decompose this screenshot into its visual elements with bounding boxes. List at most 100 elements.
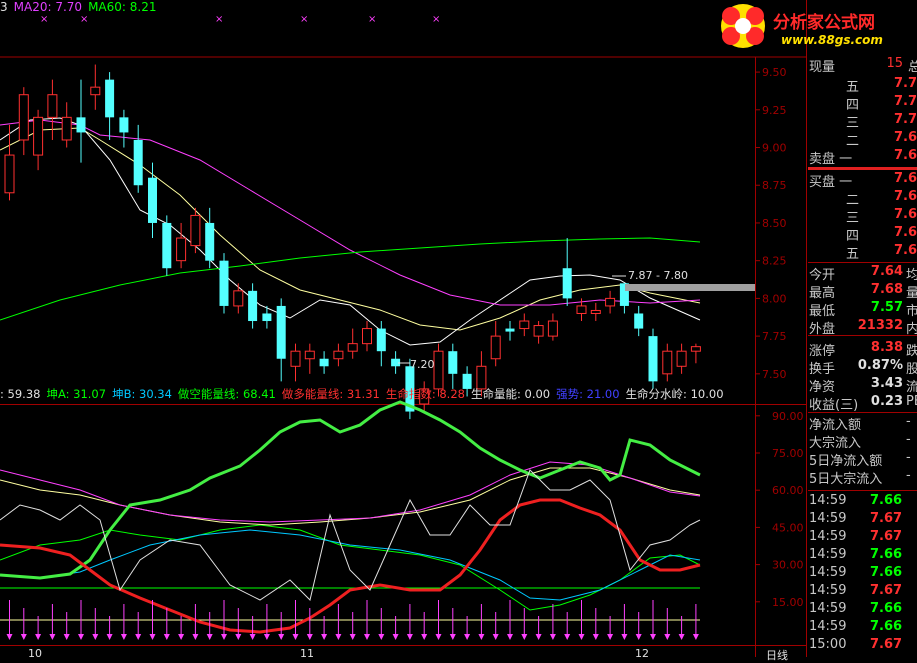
indicator-tick-label: 75.00 <box>772 447 804 460</box>
candlestick-series <box>4 64 701 420</box>
tick-time: 14:59 <box>809 583 847 598</box>
indicator-legend-item: 生命指数: 8.28 <box>385 387 465 401</box>
top-marker: × <box>215 14 223 25</box>
candle <box>391 351 401 374</box>
bid-row: 五 7.6 <box>808 243 917 262</box>
ma-clipped-label: 3 <box>0 0 8 14</box>
candle <box>148 162 157 239</box>
price-tick-label: 9.00 <box>762 142 787 155</box>
tick-time: 14:59 <box>809 547 847 562</box>
stat-row-value: 0.87% <box>857 358 903 373</box>
price-tick-label: 7.75 <box>762 330 787 343</box>
ask-row-value: 7.7 <box>893 94 917 109</box>
date-label-11: 11 <box>300 647 314 660</box>
price-tick-label: 7.50 <box>762 368 787 381</box>
ma-legend: 3 MA20: 7.70 MA60: 8.21 <box>0 0 162 16</box>
stat-row: 今开 7.64 均 <box>808 264 917 283</box>
bid-row-value: 7.6 <box>893 225 917 240</box>
flow-row-ext: - <box>906 432 911 447</box>
tick-row: 14:59 7.67 <box>808 511 917 529</box>
flower-logo-icon <box>721 4 765 48</box>
stat-row: 最低 7.57 市 <box>808 300 917 319</box>
stat-row: 最高 7.68 量 <box>808 282 917 301</box>
bid-row-value: 7.6 <box>893 207 917 222</box>
signal-markers-top: × × × × × × <box>40 14 440 25</box>
ma20-label: MA20: 7.70 <box>13 0 83 14</box>
tick-row: 14:59 7.66 <box>808 601 917 619</box>
indicator-axis: 90.00 75.00 60.00 45.00 30.00 15.00 <box>755 410 804 609</box>
candle <box>248 283 258 329</box>
ask-row: 二 7.6 <box>808 130 917 149</box>
candle <box>105 72 115 140</box>
candle <box>490 321 501 367</box>
tick-time: 14:59 <box>809 511 847 526</box>
bid-row: 二 7.6 <box>808 189 917 208</box>
tick-time: 14:59 <box>809 619 847 634</box>
stat-row-value: 7.68 <box>870 282 903 297</box>
candle <box>433 343 444 397</box>
bid-row: 三 7.6 <box>808 207 917 226</box>
stat-row-ext: 流 <box>906 380 917 395</box>
stat-row: 涨停 8.38 跌 <box>808 340 917 359</box>
stat-row-label: 净资 <box>809 380 836 395</box>
tick-time: 14:59 <box>809 601 847 616</box>
stat-row: 收益(三) 0.23PE <box>808 394 917 413</box>
indicator-legend: : 59.38 坤A: 31.07 坤B: 30.34 做空能量线: 68.41 做多能… <box>0 386 730 402</box>
candle <box>605 290 616 314</box>
tick-price: 7.66 <box>870 493 903 508</box>
bid-row-label: 五 <box>846 247 860 262</box>
candle <box>419 381 430 412</box>
ask-row-value: 7.7 <box>893 76 917 91</box>
candle <box>76 79 86 163</box>
tick-row: 14:59 7.67 <box>808 583 917 601</box>
candle <box>304 343 315 374</box>
candle <box>233 283 244 314</box>
indicator-legend-item: 生命量能: 0.00 <box>470 387 551 401</box>
candle <box>533 321 544 344</box>
top-marker: × <box>80 14 88 25</box>
flow-row: 5日净流入额 - <box>808 450 917 469</box>
bid-row-value: 7.6 <box>893 171 917 186</box>
ask-row-label: 五 <box>846 80 860 95</box>
flow-row-label: 5日大宗流入 <box>809 472 883 487</box>
indicator-tick-label: 15.00 <box>772 596 804 609</box>
tick-price: 7.67 <box>870 511 903 526</box>
flow-row-ext: - <box>906 414 911 429</box>
tick-price: 7.66 <box>870 547 903 562</box>
stat-row-label: 最高 <box>809 286 836 301</box>
candle <box>347 328 358 359</box>
price-tick-label: 8.25 <box>762 255 787 268</box>
bid-row-value: 7.6 <box>893 243 917 258</box>
bid-row-label: 买盘 一 <box>809 175 853 190</box>
candle <box>690 343 701 364</box>
tick-time: 15:00 <box>809 637 847 652</box>
indicator-tick-label: 60.00 <box>772 484 804 497</box>
bid-row-label: 三 <box>846 211 860 226</box>
ma60-label: MA60: 8.21 <box>88 0 157 14</box>
candle <box>648 328 658 389</box>
candle <box>590 302 601 322</box>
stat-row-label: 收益(三) <box>809 398 859 413</box>
candle <box>333 343 344 367</box>
period-label[interactable]: 日线 <box>766 649 788 662</box>
candle <box>162 215 172 276</box>
kun-b-line <box>0 529 701 601</box>
tick-time: 14:59 <box>809 565 847 580</box>
candle <box>133 124 143 193</box>
indicator-legend-item: : 59.38 <box>0 387 41 401</box>
stat-row-value: 8.38 <box>870 340 903 355</box>
candle <box>362 321 372 352</box>
stat-row: 外盘 21332 内 <box>808 318 917 337</box>
current-volume-value: 15 <box>886 56 903 71</box>
stat-row-ext: 均 <box>906 268 917 283</box>
date-label-12: 12 <box>635 647 649 660</box>
price-tick-label: 8.00 <box>762 292 787 305</box>
top-marker: × <box>368 14 376 25</box>
ask-row: 三 7.7 <box>808 112 917 131</box>
ma-short-line <box>0 127 701 331</box>
site-logo: 分析家公式网 www.88gs.com <box>715 0 917 52</box>
stat-row-ext: 市 <box>906 304 917 319</box>
high-annotation: 7.87 - 7.80 <box>628 269 688 282</box>
ask-row-label: 二 <box>846 134 860 149</box>
